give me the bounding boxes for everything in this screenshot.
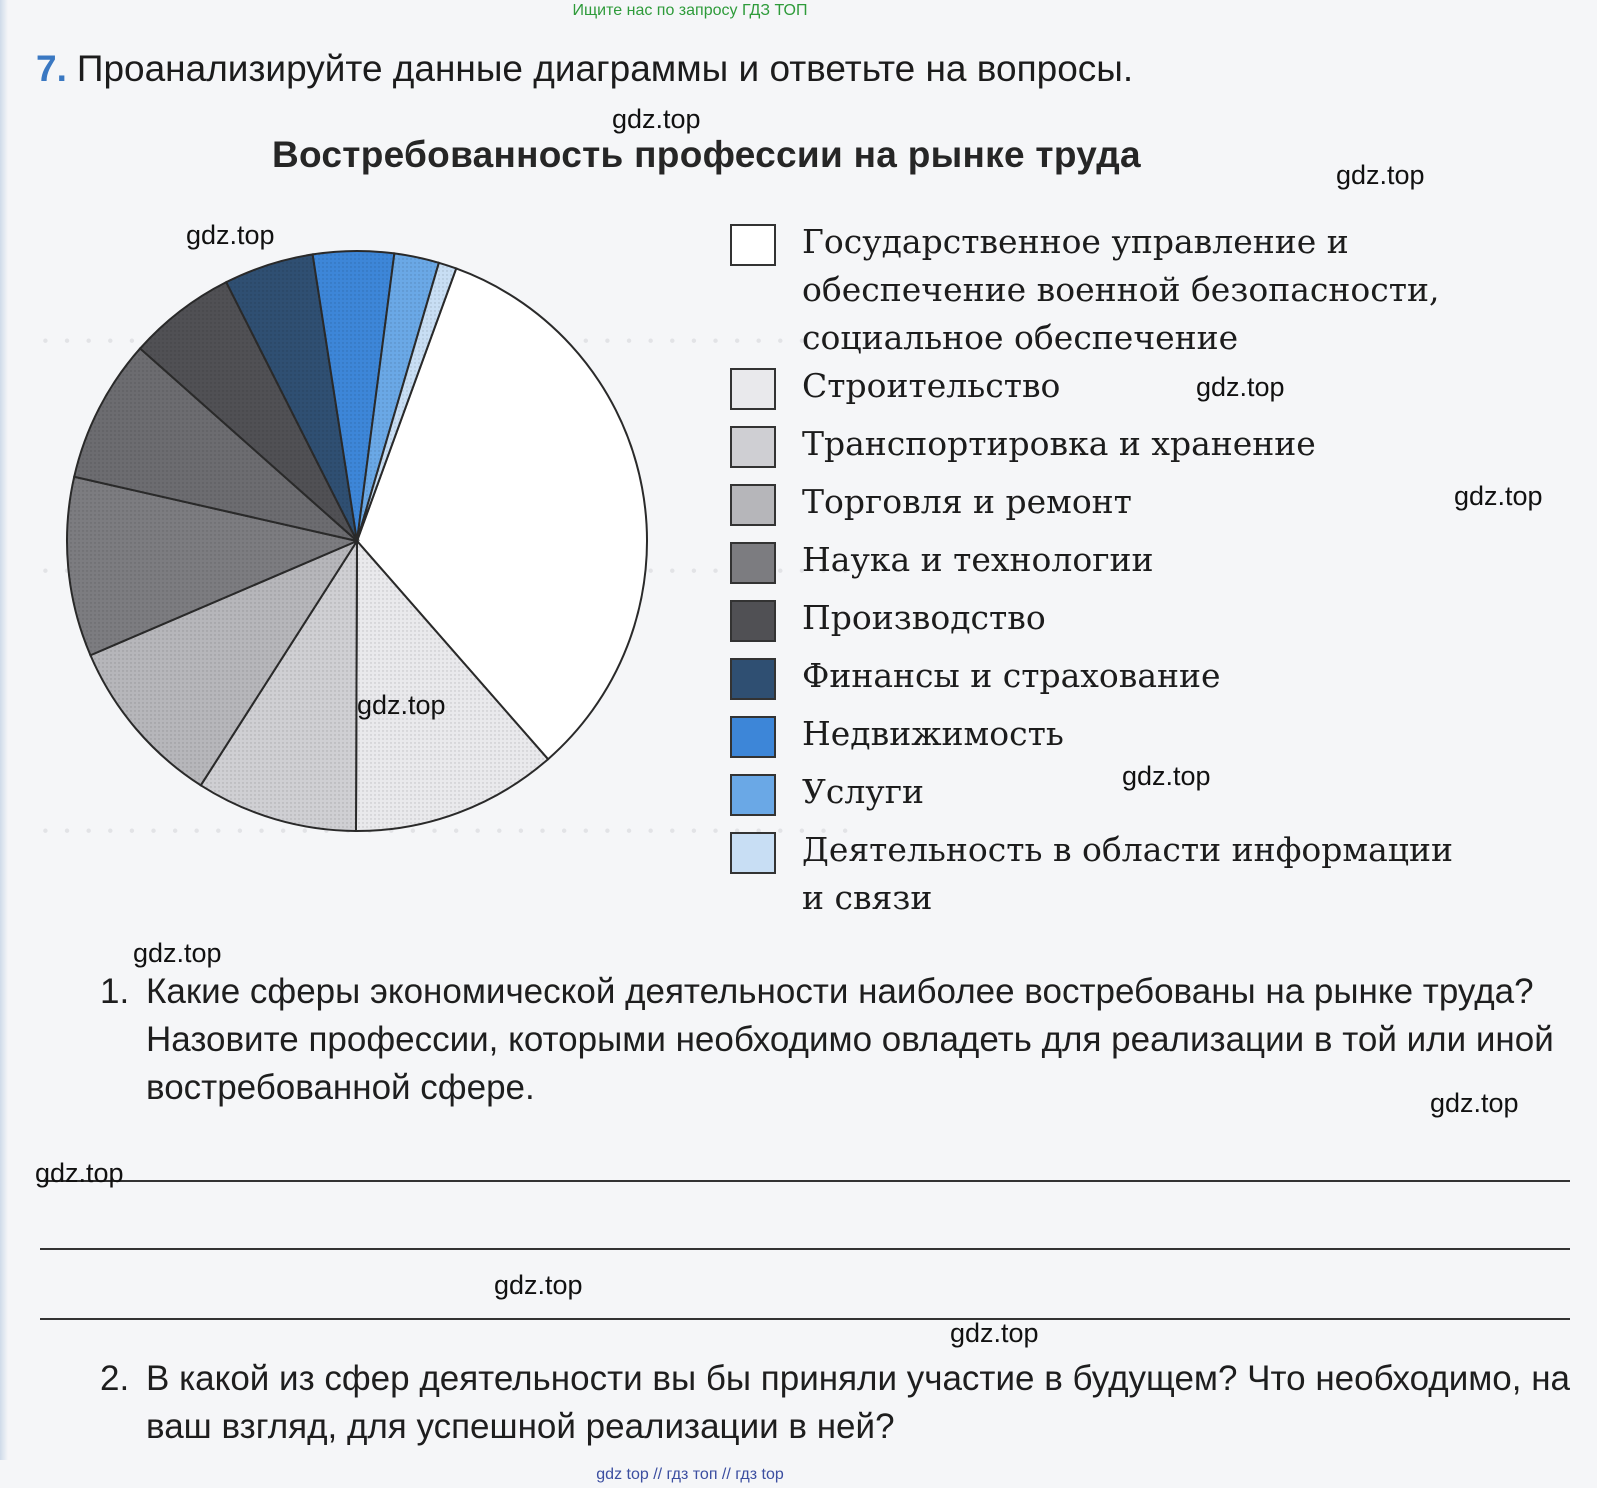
answer-line [40,1180,1570,1182]
pie-chart [66,250,648,833]
watermark: gdz.top [1430,1088,1519,1118]
watermark: gdz.top [133,938,222,968]
watermark: gdz.top [612,104,701,134]
pie-slice-texture-3 [90,541,358,786]
watermark: gdz.top [357,690,446,720]
task-heading: 7. Проанализируйте данные диаграммы и отв… [36,48,1133,90]
legend-swatch [730,832,776,874]
legend-swatch [730,542,776,584]
pie-slice-0 [355,267,648,761]
watermark: gdz.top [1454,481,1543,511]
legend-swatch [730,484,776,526]
pie-slice-texture-1 [355,541,549,831]
watermark: gdz.top [35,1158,124,1188]
pie-slice-texture-5 [74,348,357,541]
chart-title: Востребованность профессии на рынке труд… [272,134,1141,175]
page-edge [0,0,8,1460]
question-text: В какой из сфер деятельности вы бы приня… [146,1359,1571,1446]
question-2: 2. В какой из сфер деятельности вы бы пр… [100,1355,1570,1446]
watermark: gdz.top [1122,761,1211,791]
legend-swatch [730,224,776,266]
footer: gdz top // гдз топ // гдз top [596,1466,784,1483]
watermark: gdz.top [494,1270,583,1300]
task-number: 7. [36,48,67,89]
question-text: Какие сферы экономической деятельности н… [146,972,1554,1107]
legend-swatch [730,774,776,816]
legend-swatch [730,600,776,642]
task-text: Проанализируйте данные диаграммы и ответ… [76,48,1134,89]
watermark: gdz.top [1196,372,1285,402]
legend-label: Государственное управление и [802,222,1349,261]
legend-label: Строительство [802,366,1061,405]
legend-label: Деятельность в области информации [802,830,1453,869]
watermark: gdz.top [950,1318,1039,1348]
pie-slice-texture-6 [140,282,357,541]
question-1: 1. Какие сферы экономической деятельност… [100,968,1554,1107]
answer-line [40,1318,1570,1320]
pie-slice-texture-4 [66,476,357,656]
legend-label: Транспортировка и хранение [802,424,1316,463]
watermark: gdz.top [186,220,275,250]
answer-line [40,1248,1570,1250]
pie-slice-texture-2 [200,541,357,831]
legend-label: Производство [802,598,1046,637]
pie-slice-texture-8 [312,251,395,541]
top-banner: Ищите нас по запросу ГДЗ ТОП [572,2,808,19]
legend-swatch [730,658,776,700]
legend-label: Недвижимость [802,714,1064,753]
legend-label: и связи [802,878,933,917]
question-number: 2. [100,1359,130,1398]
legend-swatch [730,716,776,758]
pie-slice-texture-10 [357,262,457,541]
question-number: 1. [100,972,130,1011]
legend-swatch [730,368,776,410]
legend-label: Услуги [802,772,924,811]
legend-label: Торговля и ремонт [802,482,1132,521]
legend-label: Наука и технологии [802,540,1154,579]
legend-label: Финансы и страхование [802,656,1221,695]
legend-swatch [730,426,776,468]
pie-slice-texture-7 [226,254,357,542]
legend-label: обеспечение военной безопасности, [802,270,1440,309]
legend-label: социальное обеспечение [802,318,1239,357]
watermark: gdz.top [1336,160,1425,190]
